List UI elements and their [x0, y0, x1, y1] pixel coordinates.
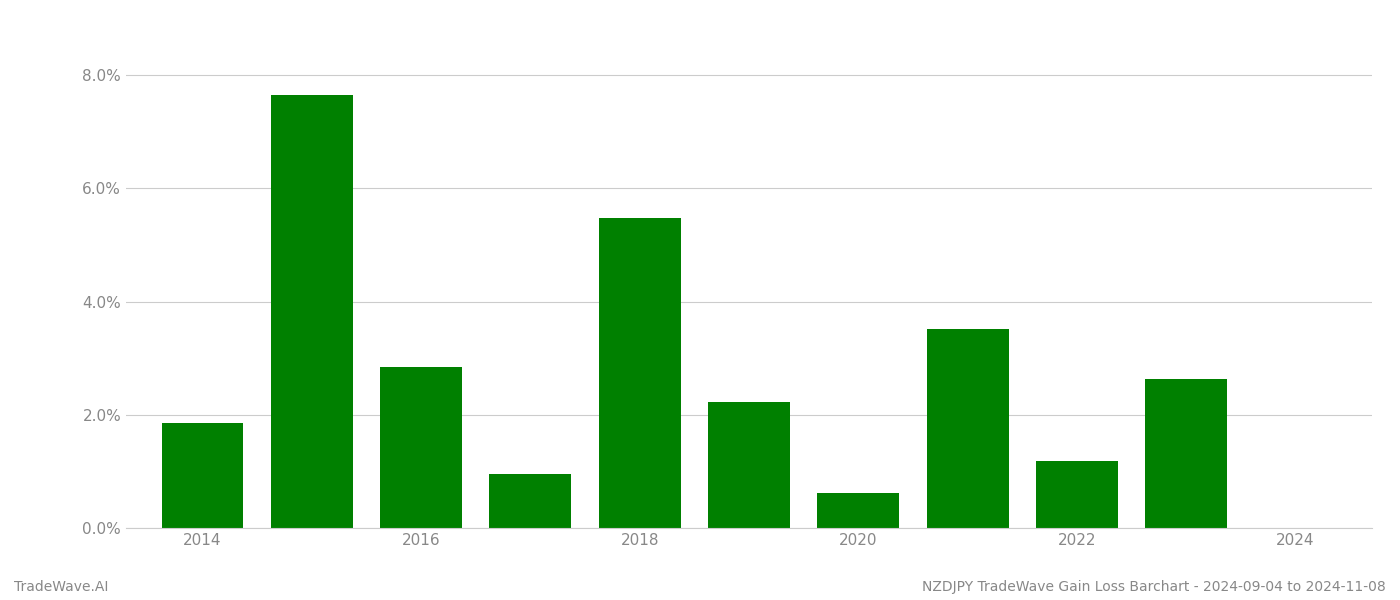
Text: NZDJPY TradeWave Gain Loss Barchart - 2024-09-04 to 2024-11-08: NZDJPY TradeWave Gain Loss Barchart - 20… — [923, 580, 1386, 594]
Bar — [708, 403, 790, 528]
Bar — [927, 329, 1008, 528]
Bar — [270, 95, 353, 528]
Bar — [381, 367, 462, 528]
Bar — [490, 474, 571, 528]
Bar — [818, 493, 899, 528]
Bar — [1145, 379, 1228, 528]
Bar — [161, 424, 244, 528]
Text: TradeWave.AI: TradeWave.AI — [14, 580, 108, 594]
Bar — [599, 218, 680, 528]
Bar — [1036, 461, 1117, 528]
